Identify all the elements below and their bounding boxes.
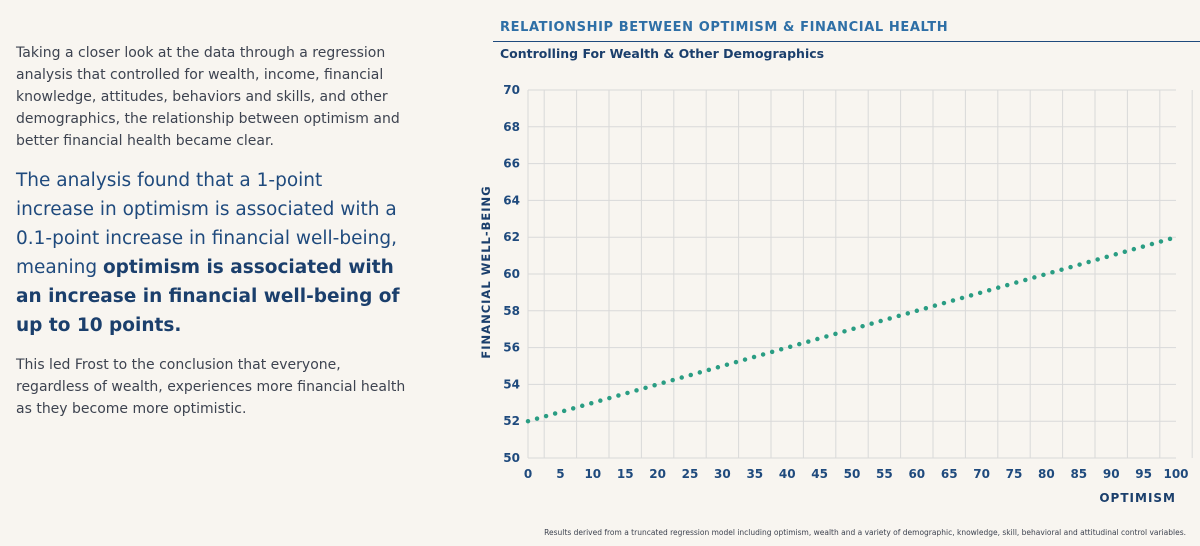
x-tick-label: 90 (1103, 467, 1120, 481)
x-tick-label: 30 (714, 467, 731, 481)
x-tick-label: 60 (908, 467, 925, 481)
highlight-bold-text: optimism is associated with an increase … (16, 257, 400, 336)
x-tick-label: 85 (1070, 467, 1087, 481)
y-tick-label: 70 (503, 83, 520, 97)
y-axis-label: FINANCIAL WELL-BEING (479, 185, 493, 358)
line-chart: 0 5 10 15 20 25 30 35 40 45 50 55 60 65 70 75 80 85 90 95 10… (479, 83, 1193, 505)
x-tick-label: 55 (876, 467, 893, 481)
x-tick-label: 40 (779, 467, 796, 481)
x-tick-label: 25 (682, 467, 699, 481)
x-tick-label: 50 (844, 467, 861, 481)
x-tick-label: 65 (941, 467, 958, 481)
y-tick-label: 50 (503, 451, 520, 465)
title-divider (493, 41, 1200, 42)
y-tick-label: 68 (503, 120, 520, 134)
highlight-plain-text: The analysis found that a 1-point increa… (16, 170, 397, 278)
x-tick-label: 95 (1135, 467, 1152, 481)
y-tick-label: 62 (503, 230, 520, 244)
x-tick-label: 80 (1038, 467, 1055, 481)
x-tick-label: 0 (524, 467, 532, 481)
y-tick-label: 64 (503, 193, 520, 207)
chart-subtitle: Controlling For Wealth & Other Demograph… (500, 46, 825, 61)
x-tick-label: 45 (811, 467, 828, 481)
y-tick-label: 52 (503, 414, 520, 428)
x-tick-label: 35 (746, 467, 763, 481)
x-tick-label: 10 (584, 467, 601, 481)
highlight-paragraph: The analysis found that a 1-point increa… (16, 166, 406, 340)
chart-title: RELATIONSHIP BETWEEN OPTIMISM & FINANCIA… (500, 20, 949, 35)
y-tick-label: 60 (503, 267, 520, 281)
footnote: Results derived from a truncated regress… (544, 528, 1186, 537)
description-panel: Taking a closer look at the data through… (16, 42, 406, 420)
y-tick-label: 66 (503, 157, 520, 171)
series-line (525, 234, 1179, 424)
x-tick-label: 20 (649, 467, 666, 481)
x-tick-label: 15 (617, 467, 634, 481)
y-tick-label: 56 (503, 341, 520, 355)
x-tick-label: 100 (1163, 467, 1188, 481)
y-tick-label: 54 (503, 377, 520, 391)
intro-paragraph: Taking a closer look at the data through… (16, 45, 400, 149)
x-tick-label: 70 (973, 467, 990, 481)
outro-paragraph: This led Frost to the conclusion that ev… (16, 357, 406, 417)
y-tick-label: 58 (503, 304, 520, 318)
x-tick-label: 5 (556, 467, 564, 481)
x-axis-label: OPTIMISM (1099, 491, 1176, 505)
x-tick-label: 75 (1006, 467, 1023, 481)
